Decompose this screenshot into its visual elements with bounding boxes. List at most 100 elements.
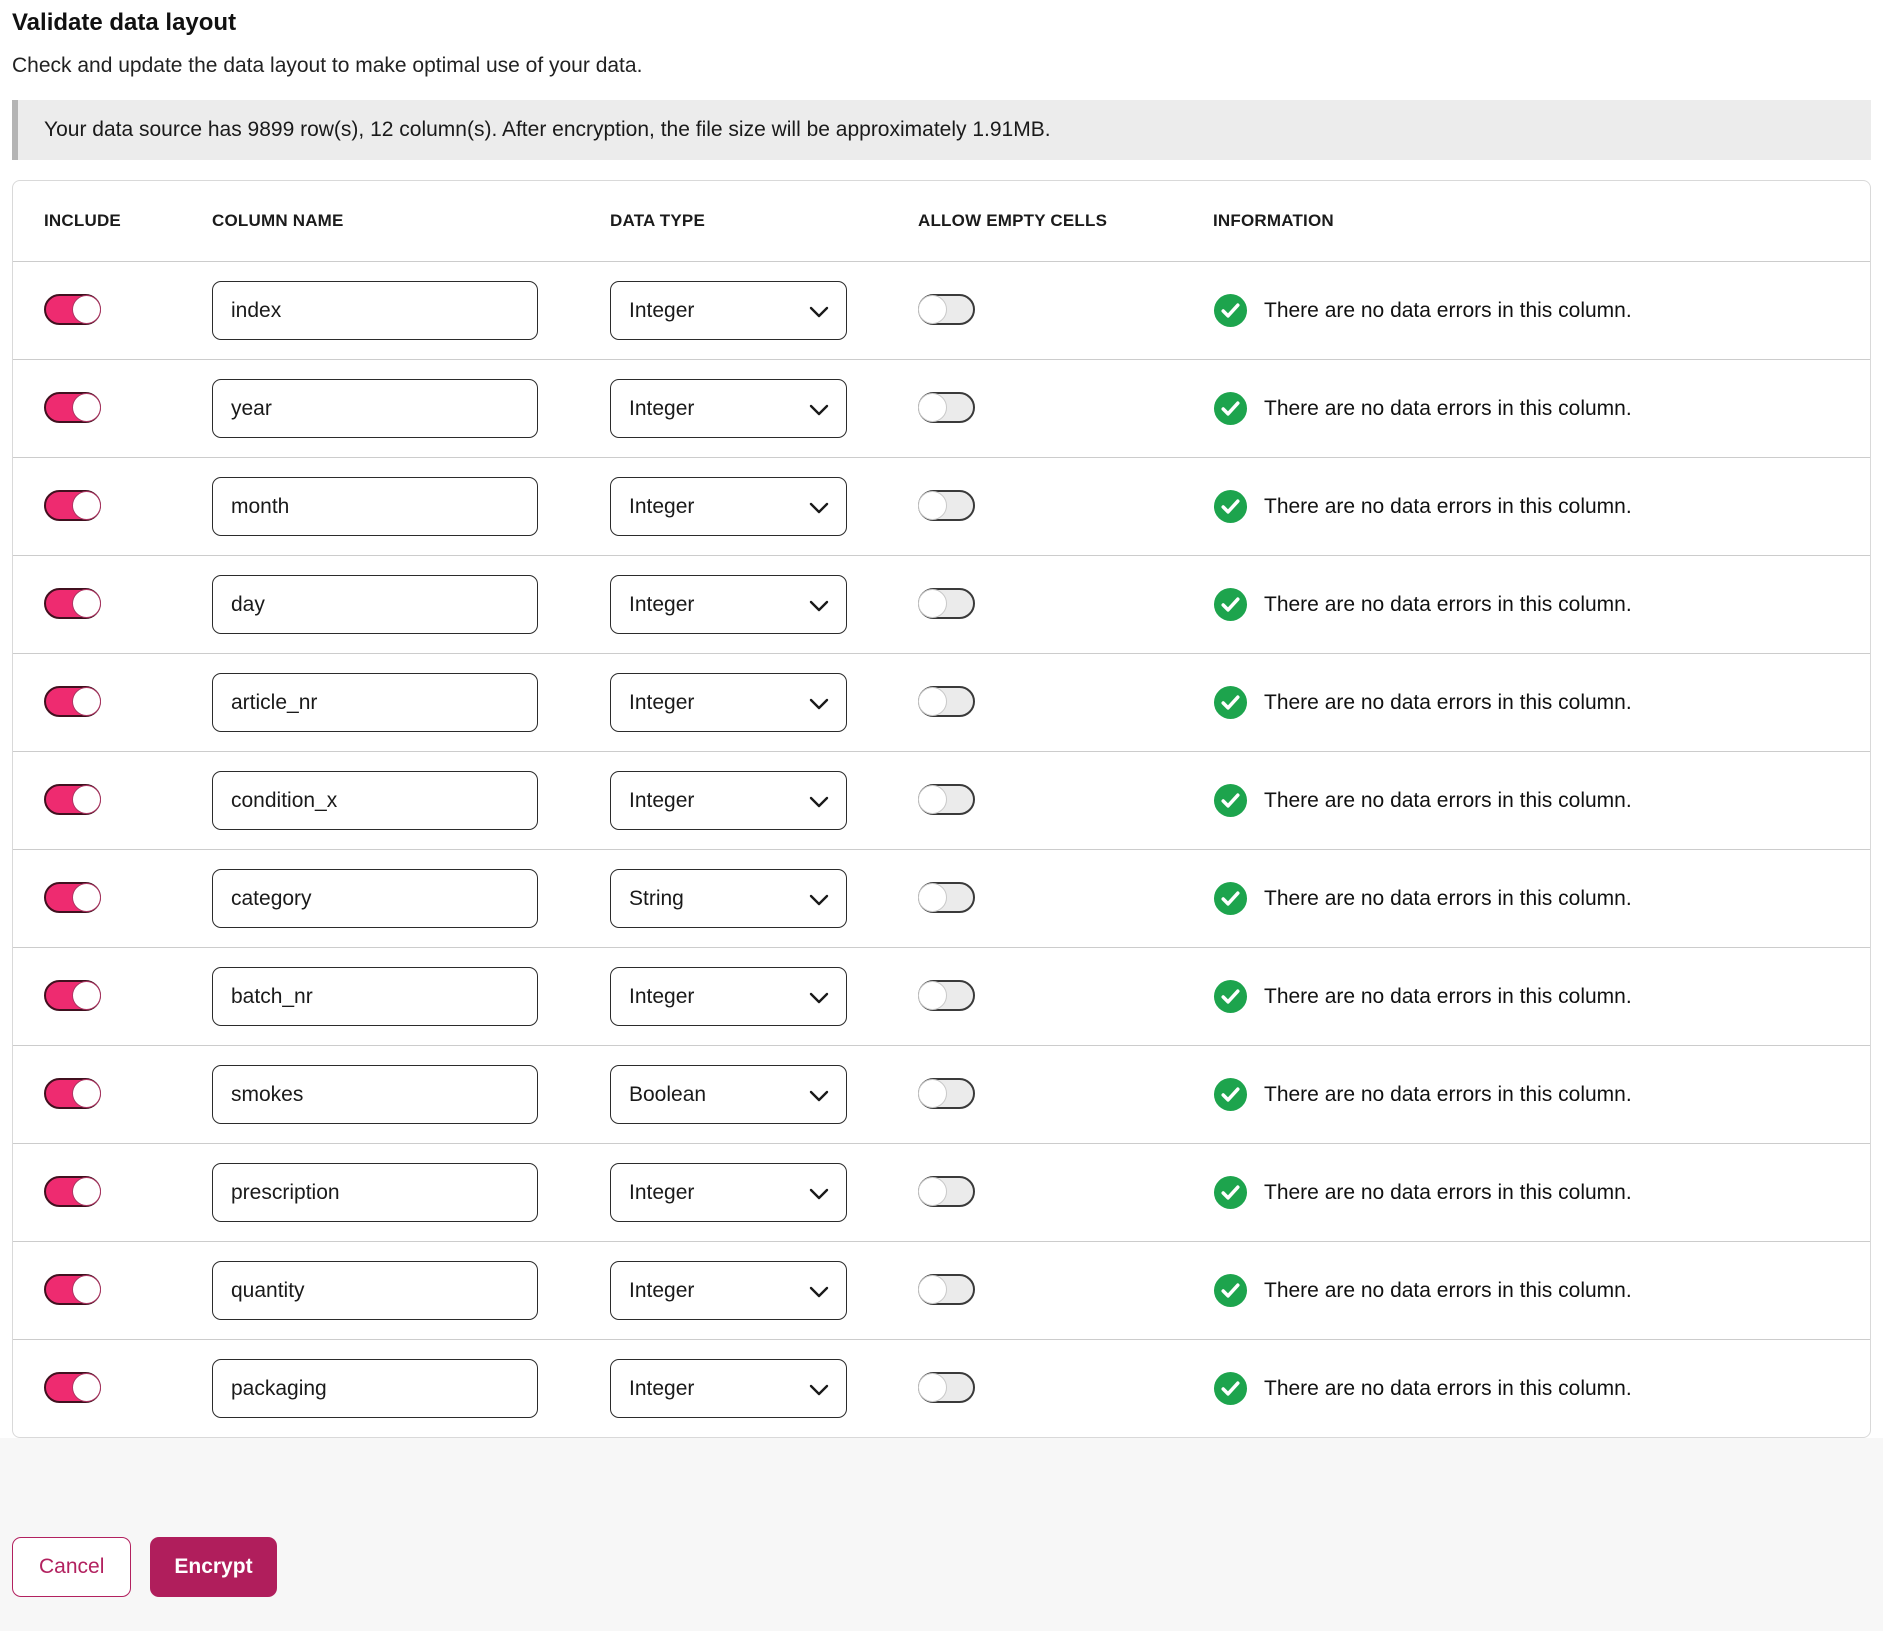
toggle-knob [918,980,947,1010]
include-cell [44,587,212,622]
column-name-input[interactable] [212,1065,538,1125]
data-type-cell: Integer [610,379,918,439]
information-cell: There are no data errors in this column. [1213,587,1839,622]
include-toggle[interactable] [44,783,101,815]
encrypt-button[interactable]: Encrypt [150,1537,277,1598]
include-toggle[interactable] [44,881,101,913]
check-circle-icon [1213,588,1248,622]
data-type-cell: Integer [610,771,918,831]
allow-empty-toggle[interactable] [918,1273,975,1305]
column-name-input[interactable] [212,771,538,831]
cancel-button[interactable]: Cancel [12,1537,132,1598]
data-type-select[interactable]: Integer [610,1359,847,1419]
toggle-knob [918,1274,947,1304]
column-name-input[interactable] [212,575,538,635]
include-cell [44,1077,212,1112]
allow-empty-toggle[interactable] [918,1077,975,1109]
allow-empty-toggle[interactable] [918,783,975,815]
data-type-select[interactable]: Integer [610,1163,847,1223]
allow-empty-cell [918,881,1213,916]
column-name-input[interactable] [212,967,538,1027]
data-type-cell: String [610,869,918,929]
include-toggle[interactable] [44,1077,101,1109]
information-cell: There are no data errors in this column. [1213,391,1839,426]
toggle-knob [72,392,101,422]
data-type-select[interactable]: Integer [610,1261,847,1321]
column-name-cell [212,379,610,439]
column-name-input[interactable] [212,379,538,439]
data-type-cell: Integer [610,477,918,537]
header-include: INCLUDE [44,211,121,231]
toggle-knob [72,882,101,912]
include-toggle[interactable] [44,1371,101,1403]
column-name-input[interactable] [212,1261,538,1321]
column-name-input[interactable] [212,869,538,929]
table-row: Integer There are no data errors in this… [13,1241,1870,1339]
include-toggle[interactable] [44,979,101,1011]
allow-empty-cell [918,1077,1213,1112]
column-name-input[interactable] [212,281,538,341]
table-row: Integer There are no data errors in this… [13,947,1870,1045]
data-type-cell: Integer [610,967,918,1027]
allow-empty-toggle[interactable] [918,979,975,1011]
column-name-input[interactable] [212,477,538,537]
information-cell: There are no data errors in this column. [1213,1273,1839,1308]
include-cell [44,1175,212,1210]
check-circle-icon [1213,392,1248,426]
data-type-select[interactable]: Integer [610,771,847,831]
allow-empty-toggle[interactable] [918,1371,975,1403]
toggle-knob [918,686,947,716]
allow-empty-toggle[interactable] [918,293,975,325]
data-type-select[interactable]: Integer [610,281,847,341]
include-toggle[interactable] [44,293,101,325]
toggle-knob [72,784,101,814]
info-banner: Your data source has 9899 row(s), 12 col… [12,100,1871,161]
include-cell [44,783,212,818]
information-cell: There are no data errors in this column. [1213,1077,1839,1112]
data-type-select[interactable]: Integer [610,575,847,635]
table-row: Integer There are no data errors in this… [13,359,1870,457]
include-toggle[interactable] [44,1273,101,1305]
check-circle-icon [1213,1372,1248,1406]
toggle-knob [72,1176,101,1206]
header-data-type: DATA TYPE [610,211,705,231]
column-name-input[interactable] [212,1359,538,1419]
table-row: Boolean There are no data errors in this… [13,1045,1870,1143]
footer-actions: Cancel Encrypt [0,1438,1883,1631]
include-toggle[interactable] [44,391,101,423]
header-information: INFORMATION [1213,211,1334,231]
allow-empty-toggle[interactable] [918,489,975,521]
include-toggle[interactable] [44,489,101,521]
allow-empty-cell [918,685,1213,720]
column-name-input[interactable] [212,1163,538,1223]
allow-empty-toggle[interactable] [918,587,975,619]
data-type-select[interactable]: String [610,869,847,929]
data-type-select[interactable]: Integer [610,379,847,439]
data-type-cell: Integer [610,281,918,341]
data-type-select[interactable]: Integer [610,673,847,733]
include-toggle[interactable] [44,685,101,717]
allow-empty-toggle[interactable] [918,685,975,717]
check-circle-icon [1213,784,1248,818]
allow-empty-toggle[interactable] [918,1175,975,1207]
content-area: Validate data layout Check and update th… [12,9,1871,1439]
information-text: There are no data errors in this column. [1264,984,1632,1008]
column-name-input[interactable] [212,673,538,733]
information-cell: There are no data errors in this column. [1213,783,1839,818]
include-toggle[interactable] [44,587,101,619]
check-circle-icon [1213,980,1248,1014]
information-text: There are no data errors in this column. [1264,1278,1632,1302]
information-text: There are no data errors in this column. [1264,788,1632,812]
include-toggle[interactable] [44,1175,101,1207]
data-type-select[interactable]: Integer [610,967,847,1027]
allow-empty-toggle[interactable] [918,881,975,913]
data-type-select[interactable]: Boolean [610,1065,847,1125]
column-name-cell [212,1359,610,1419]
allow-empty-cell [918,293,1213,328]
toggle-knob [918,1372,947,1402]
include-cell [44,979,212,1014]
allow-empty-toggle[interactable] [918,391,975,423]
include-cell [44,391,212,426]
data-type-select[interactable]: Integer [610,477,847,537]
column-name-cell [212,281,610,341]
